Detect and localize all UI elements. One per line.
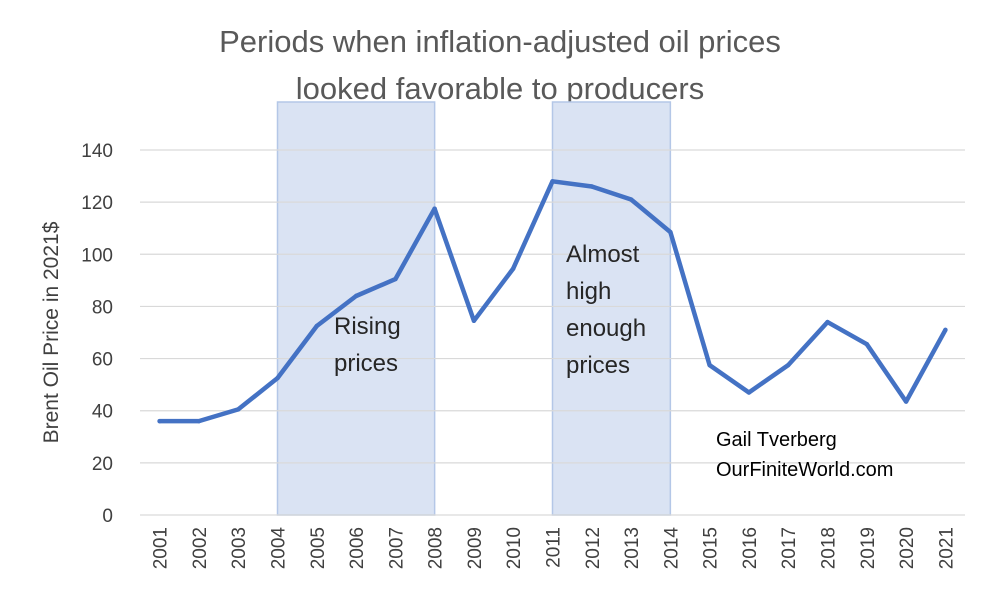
data-point <box>196 418 202 424</box>
shaded-periods <box>276 101 672 516</box>
y-tick-label: 120 <box>81 193 113 214</box>
data-point <box>393 276 398 282</box>
data-point <box>786 362 791 368</box>
data-point <box>550 179 555 184</box>
shaded-period-label: enough <box>566 315 646 342</box>
chart-title: Periods when inflation-adjusted oil pric… <box>219 24 781 106</box>
data-point <box>471 318 477 323</box>
x-tick-label: 2001 <box>151 527 172 569</box>
x-tick-label: 2020 <box>897 527 918 569</box>
x-tick-label: 2004 <box>269 527 290 570</box>
credit-text: Gail Tverberg OurFiniteWorld.com <box>716 429 893 481</box>
data-point <box>628 197 634 202</box>
shaded-period-rect <box>551 101 672 516</box>
data-point <box>353 293 359 299</box>
chart-title-line: looked favorable to producers <box>296 71 704 106</box>
y-tick-label: 80 <box>92 297 113 318</box>
credit-line: OurFiniteWorld.com <box>716 459 893 481</box>
data-point <box>589 184 594 189</box>
x-tick-label: 2002 <box>190 527 211 569</box>
data-point <box>157 418 162 424</box>
x-tick-label: 2011 <box>544 527 565 568</box>
x-tick-label: 2003 <box>229 527 250 569</box>
data-point <box>236 407 241 412</box>
x-tick-label: 2013 <box>622 527 643 569</box>
y-tick-label: 40 <box>92 402 113 423</box>
shaded-period-label: high <box>566 278 611 305</box>
data-point <box>432 206 437 211</box>
y-axis-title: Brent Oil Price in 2021$ <box>40 221 63 443</box>
shaded-period-rect <box>276 101 436 516</box>
series-lines <box>157 179 948 424</box>
y-tick-label: 100 <box>81 245 113 266</box>
x-tick-label: 2014 <box>661 527 682 570</box>
y-axis-ticks: 0 20 40 60 80 100 120 140 <box>81 141 113 527</box>
x-tick-label: 2005 <box>308 527 329 569</box>
y-axis-label: Brent Oil Price in 2021$ <box>40 221 63 443</box>
shaded-period-labels: Rising prices Almost high enough prices <box>334 241 646 379</box>
chart-title-line: Periods when inflation-adjusted oil pric… <box>219 24 781 59</box>
x-tick-label: 2016 <box>740 527 761 569</box>
x-axis-ticks: 2001 2002 2003 2004 2005 2006 2007 2008 2009 2010… <box>151 527 958 570</box>
shaded-period-label: prices <box>566 352 630 379</box>
y-tick-label: 20 <box>92 454 113 475</box>
y-tick-label: 60 <box>92 350 113 371</box>
data-point <box>864 342 869 347</box>
x-tick-label: 2012 <box>583 527 604 569</box>
gridlines <box>140 149 965 516</box>
x-tick-label: 2006 <box>347 527 368 569</box>
data-point <box>707 362 712 368</box>
x-tick-label: 2009 <box>465 527 486 569</box>
x-tick-label: 2017 <box>779 527 800 569</box>
x-tick-label: 2010 <box>504 527 525 569</box>
y-tick-label: 140 <box>81 141 113 162</box>
credit-line: Gail Tverberg <box>716 429 837 451</box>
data-point <box>668 229 673 235</box>
x-tick-label: 2018 <box>819 527 840 569</box>
data-point <box>746 390 752 395</box>
data-point <box>275 375 280 381</box>
data-point <box>903 399 909 404</box>
x-tick-label: 2007 <box>386 527 407 569</box>
data-point <box>511 266 516 271</box>
x-tick-label: 2008 <box>426 527 447 569</box>
shaded-period-label: Almost <box>566 241 640 268</box>
data-point <box>943 327 948 333</box>
data-point <box>825 319 830 325</box>
x-tick-label: 2019 <box>858 527 879 569</box>
x-tick-label: 2021 <box>936 527 957 569</box>
shaded-period-label: prices <box>334 350 398 377</box>
y-tick-label: 0 <box>102 506 113 527</box>
data-point <box>314 323 319 329</box>
shaded-period-label: Rising <box>334 313 401 340</box>
x-tick-label: 2015 <box>701 527 722 569</box>
